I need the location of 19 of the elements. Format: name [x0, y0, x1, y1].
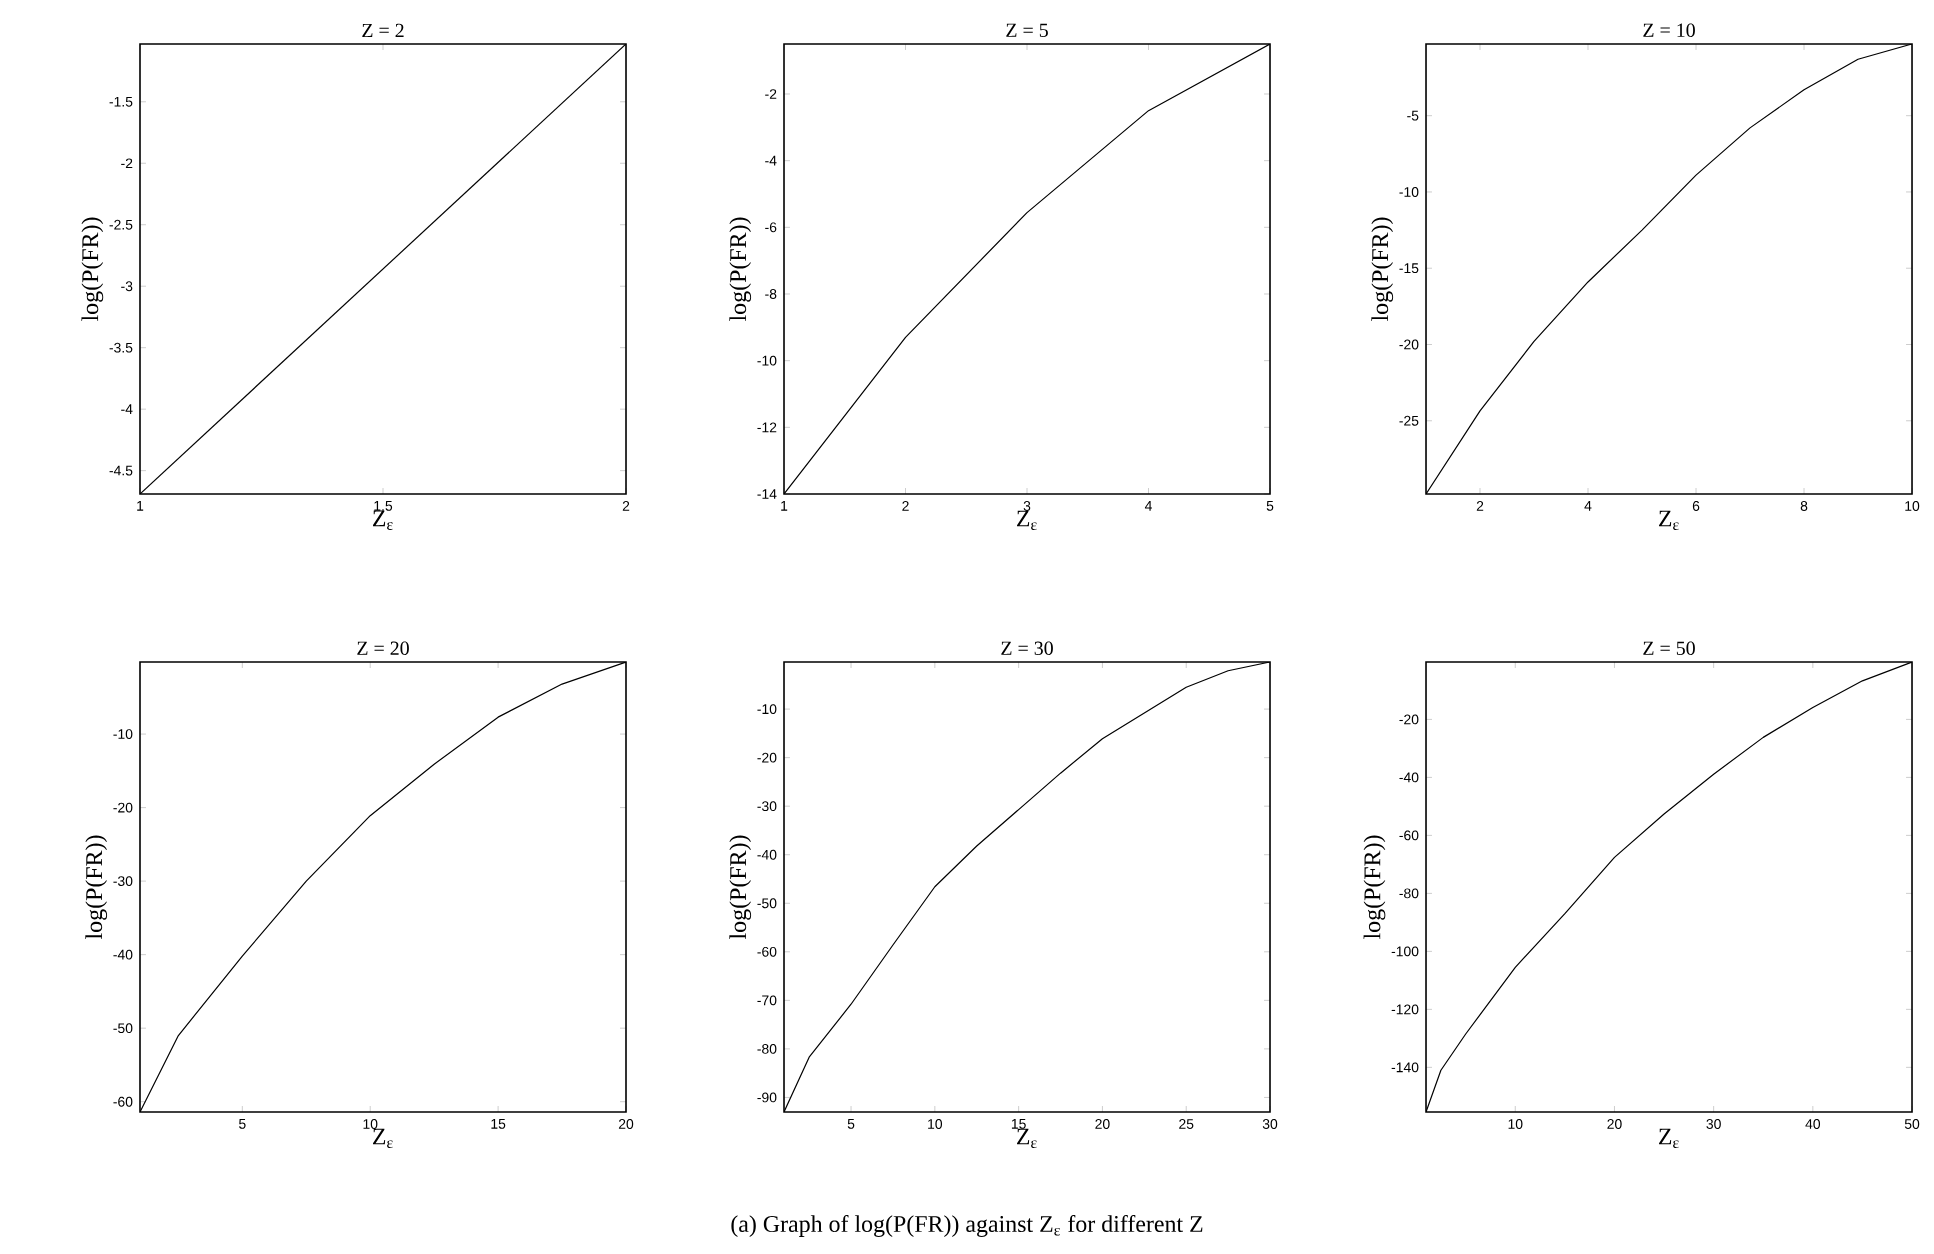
x-axis-title: Z$_{ε}$	[1017, 510, 1037, 531]
y-axis-title: log(P(FR))	[729, 217, 752, 321]
chart-title: Z = 5	[1006, 23, 1048, 37]
x-axis-title: Z$_{ε}$	[373, 510, 393, 530]
x-axis-title: Z$_{ε}$	[1659, 510, 1679, 531]
x-axis-title: Z$_{ε}$	[1659, 1128, 1679, 1149]
chart-title: Z = 2	[362, 23, 404, 37]
chart-title: Z = 30	[1001, 641, 1053, 655]
text: (a) Graph of log(P(FR)) against Z$_{ε}$ for different Z	[731, 1214, 1203, 1237]
x-axis-title: Z$_{ε}$	[373, 1128, 393, 1149]
chart-title: Z = 10	[1643, 23, 1695, 37]
y-axis-title: log(P(FR))	[729, 835, 752, 940]
y-axis-title: log(P(FR))	[85, 835, 108, 940]
chart-title: Z = 20	[357, 641, 409, 655]
x-axis-title: Z$_{ε}$	[1017, 1128, 1037, 1149]
y-axis-title: log(P(FR))	[1371, 217, 1394, 321]
chart-title: Z = 50	[1643, 641, 1695, 655]
y-axis-title: log(P(FR))	[1363, 835, 1386, 939]
y-axis-title: log(P(FR))	[81, 217, 104, 321]
